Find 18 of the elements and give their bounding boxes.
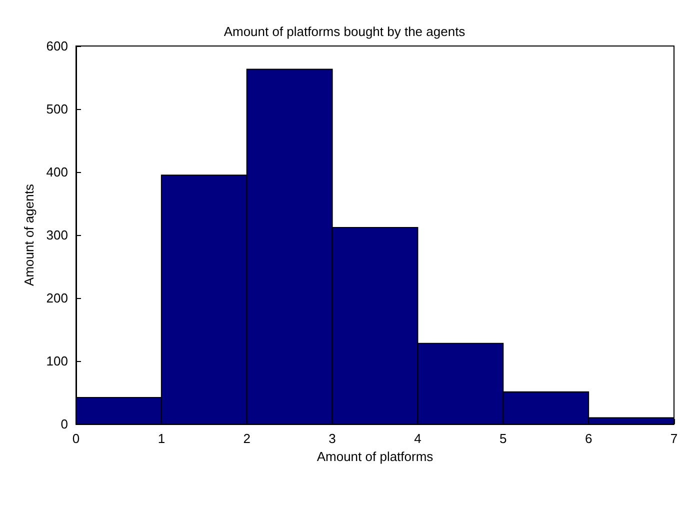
x-tick-label: 6 (584, 431, 592, 446)
x-tick-label: 5 (500, 431, 507, 446)
y-tick-label: 100 (46, 354, 68, 368)
chart-title: Amount of platforms bought by the agents (224, 24, 466, 39)
x-tick-label: 4 (414, 431, 422, 446)
x-tick-label: 7 (670, 431, 678, 446)
x-tick-label: 2 (243, 431, 250, 446)
y-tick-label: 500 (46, 102, 68, 116)
x-tick-label: 3 (328, 431, 336, 446)
y-tick-label: 200 (46, 290, 68, 306)
x-axis-title: Amount of platforms (316, 448, 434, 464)
x-tick-label: 0 (72, 431, 80, 446)
y-axis-title: Amount of agents (21, 184, 36, 286)
y-tick-label: 400 (46, 164, 68, 180)
y-tick-label: 600 (46, 38, 68, 54)
x-tick-label: 1 (158, 431, 166, 446)
y-tick-label: 300 (46, 228, 68, 242)
y-tick-label: 0 (60, 416, 68, 432)
